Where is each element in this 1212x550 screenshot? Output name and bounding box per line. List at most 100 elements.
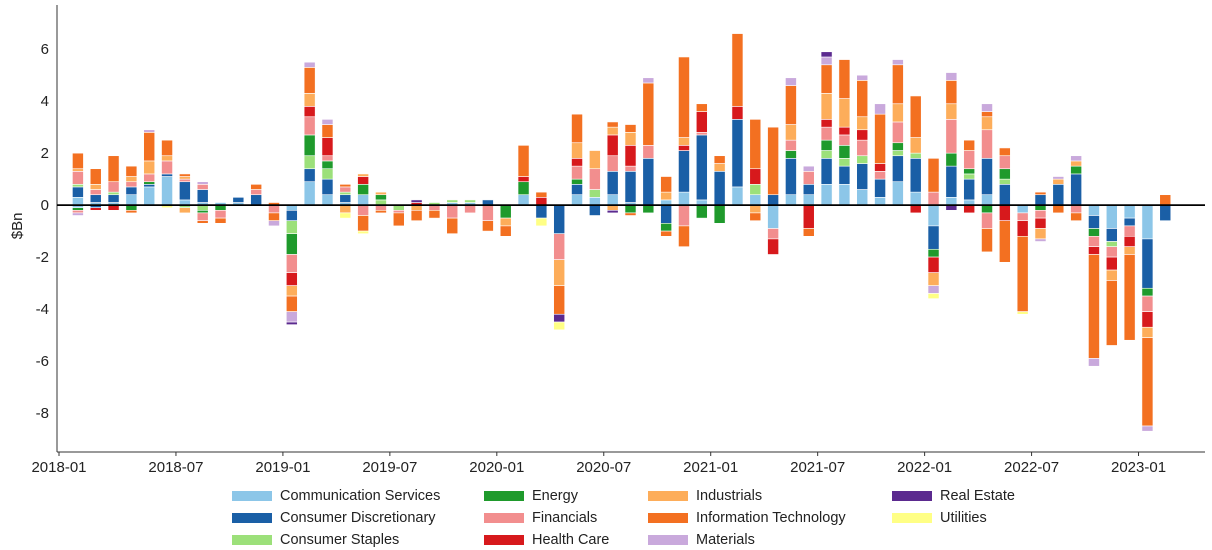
bar-segment	[1070, 204, 1082, 214]
bar-segment	[321, 168, 334, 180]
bar-segment	[909, 137, 922, 154]
bar-segment	[321, 119, 334, 125]
bar-segment	[1123, 225, 1136, 237]
bar-segment	[1070, 160, 1082, 167]
legend-label: Consumer Discretionary	[280, 510, 436, 526]
bar-segment	[179, 178, 191, 183]
bar-segment	[499, 225, 512, 237]
bar-segment	[1034, 194, 1047, 206]
bar-segment	[1070, 155, 1082, 162]
x-tick-label: 2020-07	[576, 459, 631, 476]
bar-segment	[1105, 241, 1118, 247]
x-tick-label: 2022-01	[897, 459, 952, 476]
bar-segment	[161, 176, 173, 206]
bar-segment	[196, 210, 209, 214]
bar-segment	[571, 113, 583, 144]
bar-segment	[892, 59, 904, 66]
bar-segment	[856, 116, 869, 131]
bar-segment	[339, 212, 352, 219]
bar-segment	[642, 158, 655, 206]
bar-segment	[285, 220, 298, 234]
bar-segment	[749, 119, 762, 170]
bar-segment	[981, 212, 993, 229]
bar-segment	[553, 233, 566, 260]
bar-segment	[1088, 235, 1100, 247]
bar-segment	[446, 217, 459, 234]
bar-segment	[464, 204, 476, 214]
bar-segment	[321, 124, 334, 138]
bar-segment	[357, 173, 369, 177]
bar-segment	[802, 184, 815, 196]
bar-segment	[196, 189, 209, 203]
bar-segment	[1016, 204, 1029, 214]
bar-segment	[107, 181, 120, 193]
bar-segment	[72, 171, 84, 185]
bar-segment	[820, 184, 833, 206]
bar-segment	[1105, 269, 1118, 281]
bar-segment	[553, 259, 566, 286]
bar-segment	[250, 194, 262, 206]
bar-segment	[89, 194, 102, 203]
legend-item-energy: Energy	[484, 486, 578, 506]
legend-label: Industrials	[696, 488, 763, 504]
bar-segment	[785, 194, 797, 206]
legend-item-health-care: Health Care	[484, 530, 609, 550]
bar-segment	[838, 158, 851, 167]
bar-segment	[892, 142, 904, 151]
bar-segment	[1105, 246, 1118, 258]
bar-segment	[285, 321, 298, 325]
bar-segment	[339, 186, 352, 193]
bar-segment	[589, 189, 601, 198]
bar-segment	[89, 207, 102, 211]
bar-segment	[446, 199, 459, 203]
bar-segment	[678, 145, 690, 151]
bar-segment	[339, 191, 352, 196]
bar-segment	[856, 155, 869, 164]
bar-segment	[874, 113, 886, 164]
legend-swatch	[232, 535, 272, 545]
bar-segment	[624, 171, 637, 203]
bar-segment	[660, 223, 672, 232]
bar-segment	[72, 184, 84, 188]
bar-segment	[695, 204, 708, 219]
bar-segment	[571, 165, 583, 180]
bar-segment	[927, 272, 940, 286]
bar-segment	[143, 173, 156, 183]
bar-segment	[1034, 228, 1047, 240]
x-tick-label: 2021-07	[790, 459, 845, 476]
bar-segment	[1088, 228, 1100, 237]
bar-segment	[909, 158, 922, 193]
bar-segment	[1088, 204, 1100, 216]
bar-segment	[802, 194, 815, 206]
bar-segment	[357, 176, 369, 185]
bar-segment	[731, 106, 744, 120]
bar-segment	[820, 64, 833, 94]
bar-segment	[838, 184, 851, 206]
bar-segment	[945, 197, 958, 206]
bar-segment	[642, 145, 655, 159]
bar-segment	[927, 191, 940, 206]
bar-segment	[72, 168, 84, 172]
bar-segment	[1123, 217, 1136, 227]
bar-segment	[999, 184, 1011, 206]
bar-segment	[945, 165, 958, 198]
bar-segment	[1034, 210, 1047, 219]
x-tick-label: 2019-01	[255, 459, 310, 476]
bar-segment	[517, 145, 530, 177]
bar-segment	[321, 137, 334, 157]
bar-segment	[892, 103, 904, 123]
bar-segment	[606, 126, 619, 136]
bar-segment	[785, 158, 797, 196]
bar-segment	[303, 67, 316, 94]
bar-segment	[553, 285, 566, 315]
bar-segment	[517, 176, 530, 183]
bar-segment	[892, 64, 904, 105]
bar-segment	[339, 184, 352, 188]
bar-segment	[1052, 176, 1065, 180]
bar-segment	[749, 212, 762, 222]
bar-segment	[161, 160, 173, 175]
bar-segment	[250, 184, 262, 190]
bar-segment	[499, 217, 512, 227]
bar-segment	[909, 191, 922, 206]
bar-segment	[713, 204, 726, 224]
